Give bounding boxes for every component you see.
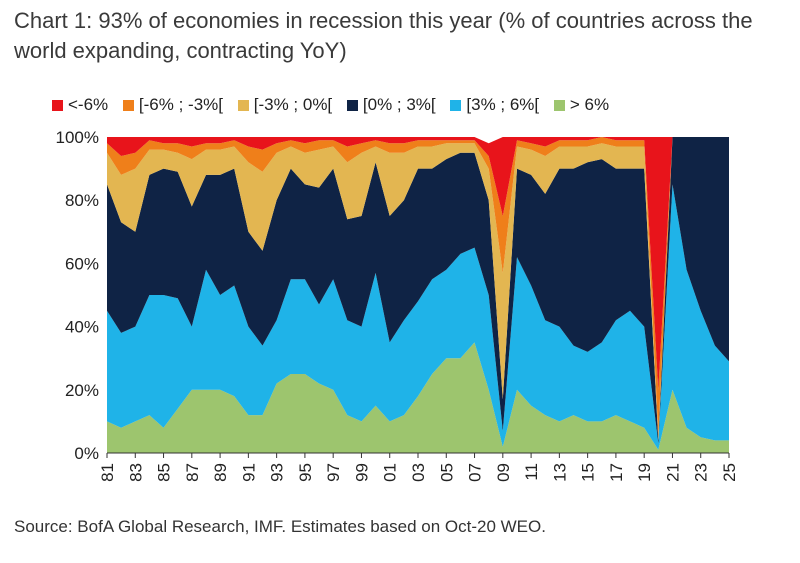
legend: <-6% [-6% ; -3%[ [-3% ; 0%[ [0% ; 3%[ [3… — [52, 95, 619, 123]
x-tick-label: 01 — [381, 463, 400, 482]
legend-swatch — [553, 100, 565, 111]
x-tick-label: 13 — [550, 463, 569, 482]
legend-label: <-6% — [68, 95, 109, 114]
y-tick-label: 40% — [65, 318, 99, 337]
legend-swatch — [237, 100, 249, 111]
x-tick-label: 83 — [126, 463, 145, 482]
x-tick-label: 85 — [155, 463, 174, 482]
legend-swatch — [52, 100, 63, 111]
x-tick-label: 09 — [494, 463, 513, 482]
x-tick-label: 97 — [324, 463, 343, 482]
legend-item-0-3: [0% ; 3%[ — [346, 95, 436, 115]
legend-item-gt6: > 6% — [553, 95, 610, 115]
area-neg3_0 — [107, 137, 729, 441]
x-tick-label: 93 — [268, 463, 287, 482]
x-tick-label: 81 — [98, 463, 117, 482]
legend-item-lt-neg6: <-6% — [52, 95, 108, 115]
legend-label: > 6% — [569, 95, 610, 114]
legend-label: [0% ; 3%[ — [362, 95, 436, 114]
x-tick-label: 91 — [239, 463, 258, 482]
y-tick-label: 100% — [56, 128, 99, 147]
legend-label: [3% ; 6%[ — [466, 95, 540, 114]
legend-item-neg3-0: [-3% ; 0%[ — [237, 95, 333, 115]
legend-label: [-6% ; -3%[ — [138, 95, 223, 114]
x-tick-label: 19 — [635, 463, 654, 482]
area-3_6 — [107, 184, 729, 450]
area-gt6 — [107, 342, 729, 453]
legend-item-3-6: [3% ; 6%[ — [450, 95, 539, 115]
x-tick-label: 17 — [607, 463, 626, 482]
x-tick-label: 95 — [296, 463, 315, 482]
y-tick-label: 0% — [74, 444, 99, 463]
legend-label: [-3% ; 0%[ — [253, 95, 333, 114]
x-tick-label: 05 — [437, 463, 456, 482]
legend-swatch — [450, 100, 462, 111]
x-tick-label: 89 — [211, 463, 230, 482]
y-tick-label: 80% — [65, 191, 99, 210]
x-tick-label: 07 — [466, 463, 485, 482]
legend-swatch — [122, 100, 134, 111]
x-tick-label: 99 — [352, 463, 371, 482]
legend-swatch — [346, 100, 358, 111]
legend-item-neg6-neg3: [-6% ; -3%[ — [122, 95, 223, 115]
x-tick-label: 23 — [692, 463, 711, 482]
y-tick-label: 60% — [65, 254, 99, 273]
area-0_3 — [107, 137, 729, 444]
x-tick-label: 21 — [663, 463, 682, 482]
x-tick-label: 87 — [183, 463, 202, 482]
y-tick-label: 20% — [65, 381, 99, 400]
x-tick-label: 03 — [409, 463, 428, 482]
stacked-area-chart: 0% 20% 40% 60% 80% 100% 81 83 85 87 89 91 93 95 97 99 01… — [56, 128, 739, 482]
x-tick-label: 11 — [522, 463, 541, 481]
chart-title: Chart 1: 93% of economies in recession t… — [14, 8, 753, 63]
x-tick-label: 15 — [579, 463, 598, 482]
axes: 0% 20% 40% 60% 80% 100% 81 83 85 87 89 91 93 95 97 99 01… — [56, 128, 739, 482]
area-lt_neg6 — [107, 137, 729, 390]
source-note: Source: BofA Global Research, IMF. Estim… — [14, 517, 546, 536]
area-layers — [107, 137, 729, 453]
x-tick-label: 25 — [720, 463, 739, 482]
